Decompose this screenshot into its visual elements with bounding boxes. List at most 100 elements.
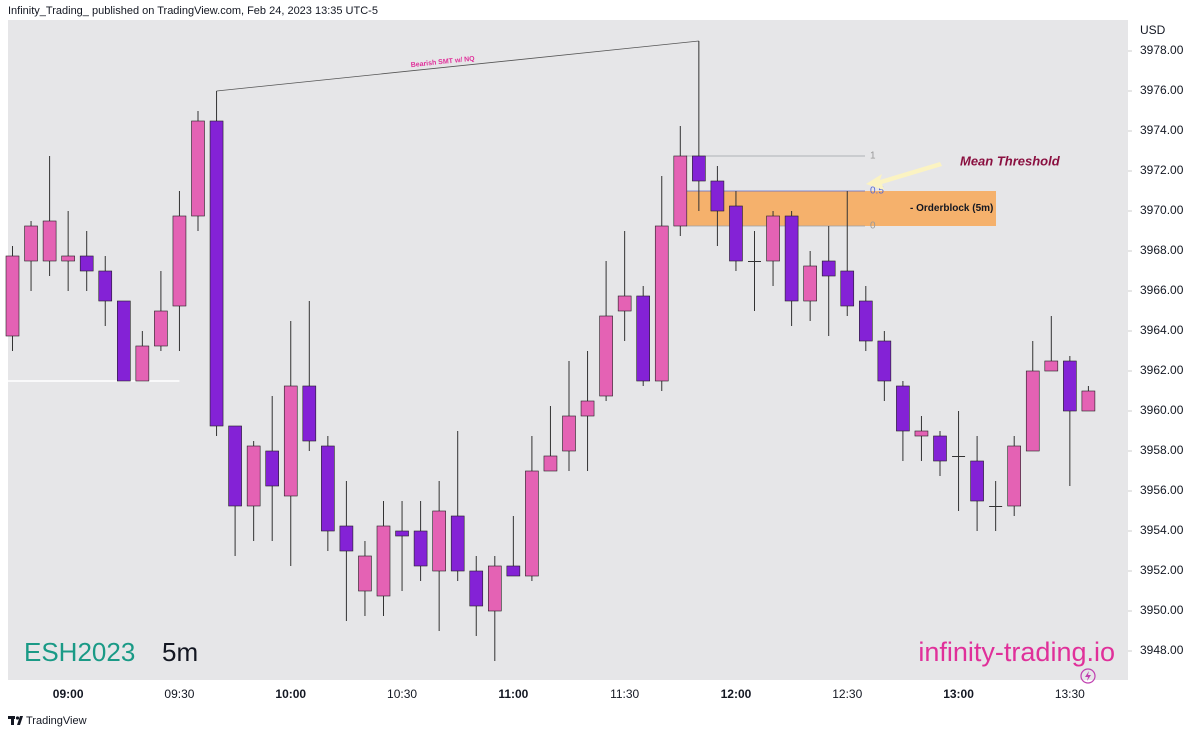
fib-label: 0.5 bbox=[870, 186, 884, 197]
mean-threshold-label: Mean Threshold bbox=[960, 153, 1061, 168]
tv-logo bbox=[8, 716, 23, 725]
candle-body bbox=[339, 525, 354, 552]
x-tick-label: 10:30 bbox=[387, 687, 417, 701]
y-tick-label: 3974.00 bbox=[1140, 123, 1184, 137]
candle-body bbox=[172, 215, 187, 307]
candle-body bbox=[636, 295, 651, 382]
y-tick-label: 3956.00 bbox=[1140, 483, 1184, 497]
smt-line bbox=[216, 40, 699, 92]
candle-body bbox=[858, 300, 873, 342]
x-tick-label: 13:30 bbox=[1055, 687, 1085, 701]
x-tick-label: 12:30 bbox=[832, 687, 862, 701]
candle-body bbox=[61, 255, 75, 262]
candle-body bbox=[302, 385, 317, 442]
alert-bolt bbox=[1085, 671, 1091, 681]
candle-body bbox=[803, 265, 817, 302]
candle-body bbox=[599, 315, 613, 397]
candle-body bbox=[506, 565, 521, 577]
candle-body bbox=[450, 515, 465, 572]
candle-body bbox=[692, 155, 706, 182]
candle-body bbox=[469, 570, 484, 607]
x-tick-label: 10:00 bbox=[275, 687, 306, 701]
x-tick-label: 11:00 bbox=[498, 687, 528, 701]
candle-body bbox=[321, 445, 335, 532]
plot-area bbox=[8, 20, 1128, 680]
candle-body bbox=[413, 530, 428, 567]
candle-body bbox=[42, 220, 57, 262]
candle-body bbox=[209, 120, 224, 427]
candle-body bbox=[376, 525, 391, 597]
candle-body bbox=[5, 255, 20, 337]
candle-body bbox=[896, 385, 910, 432]
candle-body bbox=[265, 450, 280, 487]
candle-body bbox=[840, 270, 855, 307]
candle-body bbox=[989, 506, 1003, 507]
x-tick-label: 12:00 bbox=[721, 687, 752, 701]
candle-body bbox=[877, 340, 892, 382]
symbol: ESH2023 bbox=[24, 637, 135, 667]
candle-body bbox=[1007, 445, 1022, 507]
y-tick-label: 3964.00 bbox=[1140, 323, 1184, 337]
y-tick-label: 3954.00 bbox=[1140, 523, 1184, 537]
candle-body bbox=[673, 155, 688, 227]
candle-body bbox=[432, 510, 446, 572]
candle-body bbox=[784, 215, 799, 302]
candle-body bbox=[1063, 360, 1077, 412]
candle-body bbox=[617, 295, 632, 312]
candle-body bbox=[1025, 370, 1040, 452]
interval: 5m bbox=[162, 637, 198, 667]
y-tick-label: 3966.00 bbox=[1140, 283, 1184, 297]
y-tick-label: 3976.00 bbox=[1140, 83, 1184, 97]
candle-body bbox=[821, 260, 836, 277]
candle-body bbox=[98, 270, 113, 302]
y-tick-label: 3950.00 bbox=[1140, 603, 1184, 617]
candle-body bbox=[283, 385, 298, 497]
fib-label: 0 bbox=[870, 221, 876, 232]
candle-body bbox=[1081, 390, 1096, 412]
candle-body bbox=[1044, 360, 1059, 372]
x-tick-label: 09:30 bbox=[164, 687, 194, 701]
candle-body bbox=[748, 261, 761, 262]
alert-icon bbox=[1080, 668, 1096, 684]
orderblock-label: - Orderblock (5m) bbox=[910, 203, 993, 214]
candle-body bbox=[117, 300, 131, 382]
candle-body bbox=[358, 555, 372, 592]
candle-body bbox=[246, 445, 261, 507]
candle-body bbox=[970, 460, 984, 502]
candle-body bbox=[710, 180, 725, 212]
candle-body bbox=[228, 425, 242, 507]
candle-body bbox=[729, 205, 743, 262]
candle-body bbox=[154, 310, 168, 347]
y-tick-label: 3962.00 bbox=[1140, 363, 1184, 377]
candle-body bbox=[135, 345, 150, 382]
candle-body bbox=[914, 430, 929, 437]
fib-label: 1 bbox=[870, 151, 876, 162]
candle-body bbox=[525, 470, 539, 577]
candle-body bbox=[487, 565, 502, 612]
candle-body bbox=[191, 120, 205, 217]
currency: USD bbox=[1140, 23, 1166, 37]
y-tick-label: 3958.00 bbox=[1140, 443, 1184, 457]
header: Infinity_Trading_ published on TradingVi… bbox=[8, 5, 378, 17]
candle-body bbox=[952, 456, 966, 457]
candle-body bbox=[933, 435, 947, 462]
candle-body bbox=[580, 400, 595, 417]
y-tick-label: 3960.00 bbox=[1140, 403, 1184, 417]
y-tick-label: 3948.00 bbox=[1140, 643, 1184, 657]
footer: TradingView bbox=[26, 715, 87, 727]
y-tick-label: 3978.00 bbox=[1140, 43, 1184, 57]
candle-body bbox=[543, 455, 558, 472]
y-tick-label: 3970.00 bbox=[1140, 203, 1184, 217]
candle-body bbox=[766, 215, 780, 262]
mean-threshold-arrow bbox=[866, 162, 942, 190]
watermark: infinity-trading.io bbox=[918, 637, 1115, 667]
y-tick-label: 3972.00 bbox=[1140, 163, 1184, 177]
x-tick-label: 13:00 bbox=[943, 687, 974, 701]
candle-body bbox=[562, 415, 576, 452]
candle-body bbox=[79, 255, 94, 272]
x-tick-label: 09:00 bbox=[53, 687, 84, 701]
y-tick-label: 3968.00 bbox=[1140, 243, 1184, 257]
y-tick-label: 3952.00 bbox=[1140, 563, 1184, 577]
